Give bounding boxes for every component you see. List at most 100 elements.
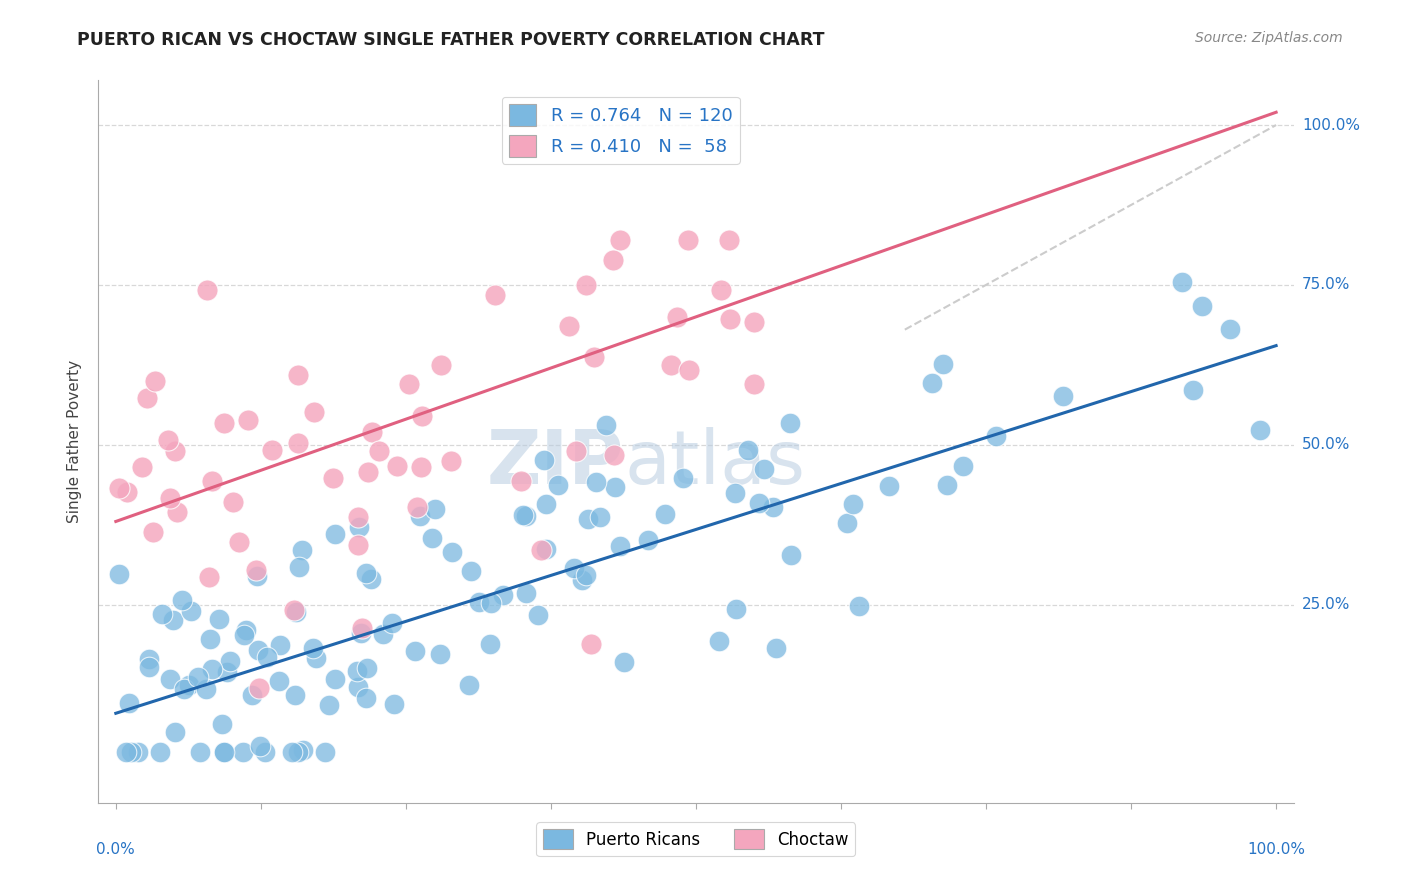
Point [527, 608, 550, 623]
Point [322, 470, 344, 484]
Point [387, 459, 409, 474]
Point [291, 743, 314, 757]
Point [350, 625, 373, 640]
Point [717, 233, 740, 247]
Point [585, 475, 607, 489]
Point [603, 448, 626, 462]
Point [347, 509, 370, 524]
Point [613, 655, 636, 669]
Point [180, 604, 202, 618]
Point [921, 376, 943, 390]
Point [936, 478, 959, 492]
Point [354, 690, 377, 705]
Point [468, 595, 491, 609]
Point [256, 650, 278, 665]
Text: Source: ZipAtlas.com: Source: ZipAtlas.com [1195, 31, 1343, 45]
Point [323, 672, 346, 686]
Point [361, 425, 384, 439]
Point [222, 495, 245, 509]
Point [1249, 423, 1271, 437]
Point [779, 416, 801, 430]
Point [212, 416, 235, 430]
Point [534, 541, 557, 556]
Point [1052, 389, 1074, 403]
Point [260, 442, 283, 457]
Point [284, 605, 307, 619]
Point [562, 561, 585, 575]
Point [398, 376, 420, 391]
Point [368, 444, 391, 458]
Point [236, 413, 259, 427]
Point [762, 500, 785, 514]
Point [637, 533, 659, 547]
Point [547, 478, 569, 492]
Point [848, 599, 870, 613]
Point [752, 462, 775, 476]
Point [952, 459, 974, 474]
Point [138, 660, 160, 674]
Point [742, 377, 765, 392]
Point [583, 350, 606, 364]
Point [609, 539, 631, 553]
Point [247, 643, 270, 657]
Point [287, 745, 309, 759]
Point [742, 315, 765, 329]
Point [842, 497, 865, 511]
Point [877, 479, 900, 493]
Point [254, 745, 277, 759]
Point [458, 678, 481, 692]
Point [120, 745, 142, 759]
Point [1181, 383, 1204, 397]
Point [576, 511, 599, 525]
Text: 100.0%: 100.0% [1302, 118, 1360, 133]
Point [478, 637, 501, 651]
Point [287, 368, 309, 383]
Point [249, 739, 271, 754]
Point [245, 563, 267, 577]
Point [356, 566, 378, 581]
Point [575, 567, 598, 582]
Point [678, 362, 700, 376]
Point [1219, 322, 1241, 336]
Point [165, 725, 187, 739]
Point [200, 632, 222, 646]
Text: ZIP: ZIP [486, 426, 624, 500]
Point [1171, 275, 1194, 289]
Point [212, 745, 235, 759]
Point [352, 621, 374, 635]
Point [654, 507, 676, 521]
Point [430, 358, 453, 372]
Point [609, 233, 631, 247]
Point [724, 486, 747, 500]
Point [672, 471, 695, 485]
Point [439, 454, 461, 468]
Point [382, 697, 405, 711]
Point [707, 634, 730, 648]
Point [211, 716, 233, 731]
Point [314, 745, 336, 759]
Point [127, 745, 149, 759]
Point [163, 443, 186, 458]
Point [159, 672, 181, 686]
Point [143, 374, 166, 388]
Point [240, 688, 263, 702]
Point [347, 538, 370, 552]
Point [233, 628, 256, 642]
Point [724, 602, 747, 616]
Point [575, 278, 598, 293]
Point [481, 596, 503, 610]
Point [162, 613, 184, 627]
Point [404, 644, 426, 658]
Point [581, 637, 603, 651]
Point [356, 660, 378, 674]
Point [1191, 299, 1213, 313]
Point [347, 680, 370, 694]
Point [219, 654, 242, 668]
Point [409, 459, 432, 474]
Point [515, 509, 537, 524]
Text: PUERTO RICAN VS CHOCTAW SINGLE FATHER POVERTY CORRELATION CHART: PUERTO RICAN VS CHOCTAW SINGLE FATHER PO… [77, 31, 825, 49]
Point [247, 681, 270, 695]
Point [118, 696, 141, 710]
Point [228, 535, 250, 549]
Point [564, 443, 586, 458]
